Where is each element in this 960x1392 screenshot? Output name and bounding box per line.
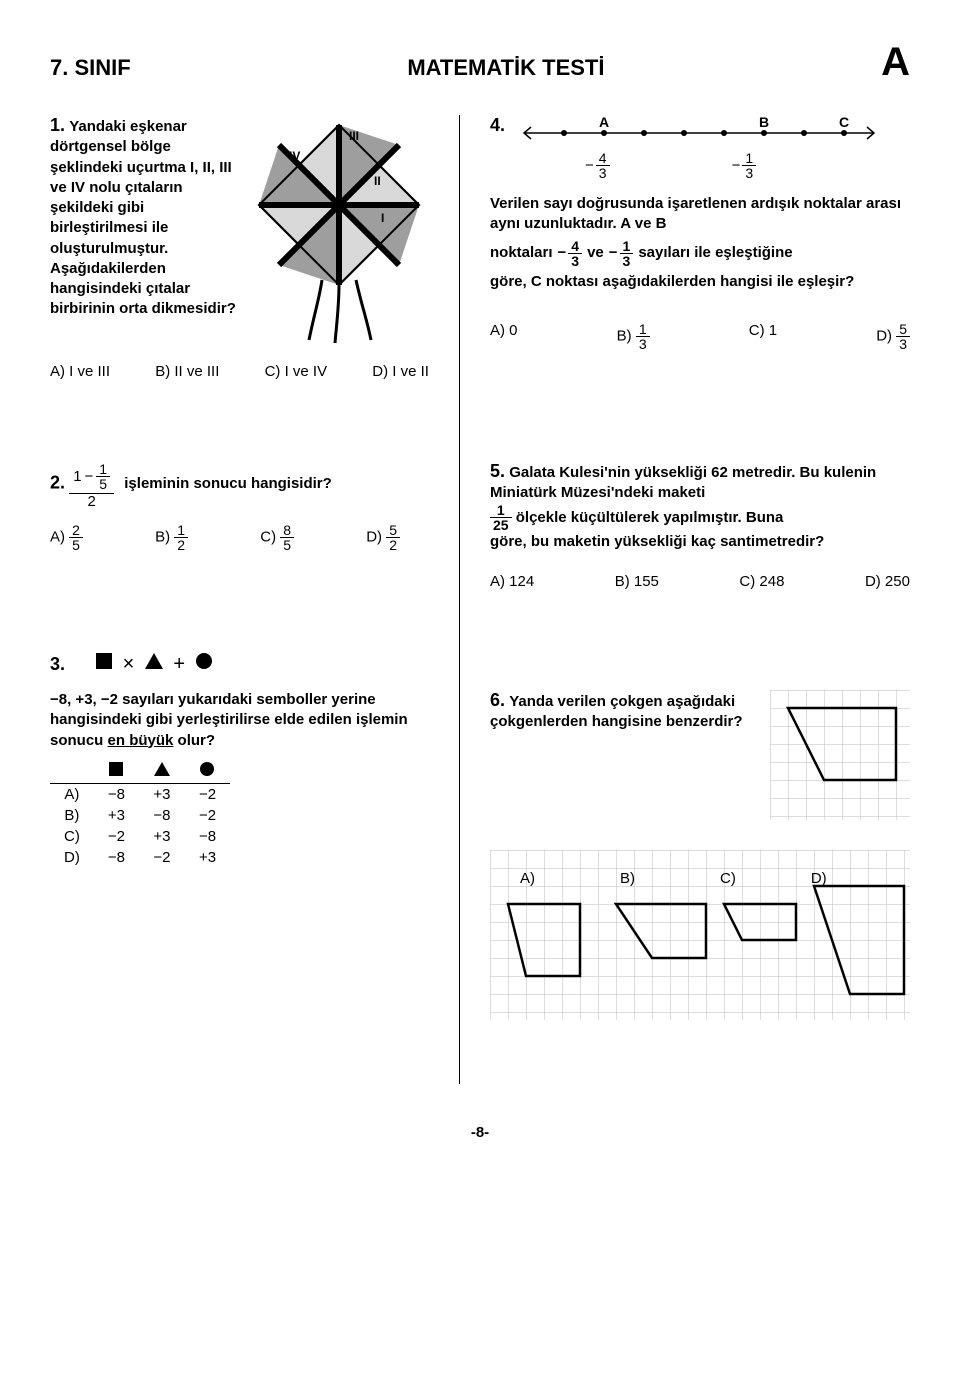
q3-table: A)−8+3−2 B)+3−8−2 C)−2+3−8 D)−8−2+3	[50, 759, 230, 868]
q2-opt-a: A) 25	[50, 523, 83, 552]
test-title: MATEMATİK TESTİ	[407, 55, 604, 81]
question-3: 3. × + −8, +3, −2 sayıları yukarıdaki se…	[50, 652, 429, 868]
svg-text:C: C	[839, 114, 849, 130]
q2-opt-d: D) 52	[366, 523, 400, 552]
square-icon	[108, 761, 124, 777]
question-5: 5. Galata Kulesi'nin yüksekliği 62 metre…	[490, 461, 910, 590]
q2-opt-c: C) 85	[260, 523, 294, 552]
q1-opt-a: A) I ve III	[50, 363, 110, 380]
square-icon	[95, 652, 113, 670]
column-divider	[459, 115, 460, 1084]
q3-row-a: A)−8+3−2	[50, 783, 230, 805]
q6-opt-d: D)	[811, 870, 827, 887]
q2-opt-b: B) 12	[155, 523, 188, 552]
q2-expression: 1 − 1 5 2	[69, 460, 114, 509]
q6-text: Yanda verilen çokgen aşağıdaki çokgenler…	[490, 693, 743, 730]
svg-text:A: A	[599, 114, 609, 130]
q4-number: 4.	[490, 115, 505, 136]
content-columns: 1. Yandaki eşkenar dörtgensel bölge şekl…	[50, 115, 910, 1084]
booklet-letter: A	[881, 40, 910, 85]
number-line-fraction-labels: −43 −13	[519, 151, 910, 180]
q3-symbol-row: × +	[95, 652, 213, 676]
page-header: 7. SINIF MATEMATİK TESTİ A	[50, 40, 910, 85]
triangle-icon	[144, 652, 164, 670]
left-column: 1. Yandaki eşkenar dörtgensel bölge şekl…	[50, 115, 429, 1084]
q4-opt-a: A) 0	[490, 322, 518, 351]
q5-number: 5.	[490, 461, 505, 481]
q6-opt-c: C)	[720, 870, 736, 887]
q5-opt-a: A) 124	[490, 573, 534, 590]
q6-number: 6.	[490, 690, 505, 710]
question-1: 1. Yandaki eşkenar dörtgensel bölge şekl…	[50, 115, 429, 380]
q5-opt-c: C) 248	[739, 573, 784, 590]
q4-opt-b: B) 13	[617, 322, 650, 351]
kite-diagram: III IV II I	[249, 115, 429, 345]
q5-text: Galata Kulesi'nin yüksekliği 62 metredir…	[490, 464, 876, 551]
q6-options-figure: A) B) C) D)	[490, 850, 910, 1024]
q3-number: 3.	[50, 654, 65, 675]
triangle-icon	[153, 761, 171, 777]
q2-number: 2.	[50, 472, 65, 492]
question-4: 4.	[490, 115, 910, 351]
q3-text: −8, +3, −2 sayıları yukarıdaki semboller…	[50, 690, 429, 751]
question-6: 6. Yanda verilen çokgen aşağıdaki çokgen…	[490, 690, 910, 1024]
q1-opt-c: C) I ve IV	[265, 363, 328, 380]
q1-opt-d: D) I ve II	[372, 363, 429, 380]
q3-row-d: D)−8−2+3	[50, 847, 230, 868]
svg-text:I: I	[381, 211, 384, 225]
grade-label: 7. SINIF	[50, 55, 131, 81]
q4-text: Verilen sayı doğrusunda işaretlenen ardı…	[490, 194, 910, 292]
q3-row-c: C)−2+3−8	[50, 826, 230, 847]
q1-number: 1.	[50, 115, 65, 135]
number-line: A B C	[519, 115, 879, 145]
q6-opt-a: A)	[520, 870, 535, 887]
svg-text:III: III	[349, 129, 359, 143]
q2-options: A) 25 B) 12 C) 85 D) 52	[50, 523, 400, 552]
q6-opt-b: B)	[620, 870, 635, 887]
circle-icon	[195, 652, 213, 670]
q5-options: A) 124 B) 155 C) 248 D) 250	[490, 573, 910, 590]
q3-row-b: B)+3−8−2	[50, 805, 230, 826]
svg-text:IV: IV	[289, 149, 300, 163]
q5-opt-b: B) 155	[615, 573, 659, 590]
question-2: 2. 1 − 1 5 2 işleminin sonucu hangisidir…	[50, 460, 429, 552]
q4-opt-d: D) 53	[876, 322, 910, 351]
q1-figure: III IV II I	[249, 115, 429, 349]
q6-reference-figure	[770, 690, 910, 820]
q1-opt-b: B) II ve III	[155, 363, 219, 380]
q2-text: işleminin sonucu hangisidir?	[124, 475, 332, 492]
q1-text: Yandaki eşkenar dörtgensel bölge şeklind…	[50, 118, 236, 317]
q4-opt-c: C) 1	[749, 322, 777, 351]
svg-text:II: II	[374, 174, 381, 188]
svg-text:B: B	[759, 114, 769, 130]
right-column: 4.	[490, 115, 910, 1084]
page-number: -8-	[50, 1124, 910, 1141]
q4-options: A) 0 B) 13 C) 1 D) 53	[490, 322, 910, 351]
q1-options: A) I ve III B) II ve III C) I ve IV D) I…	[50, 363, 429, 380]
q5-opt-d: D) 250	[865, 573, 910, 590]
circle-icon	[199, 761, 215, 777]
